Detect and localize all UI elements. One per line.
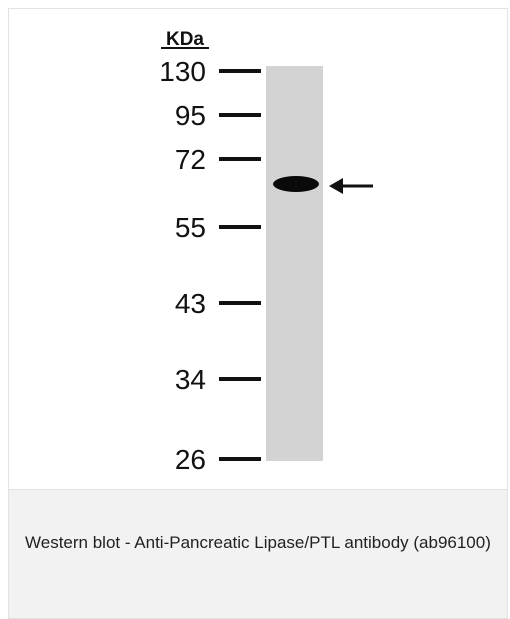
caption-text: Western blot - Anti-Pancreatic Lipase/PT… — [25, 520, 495, 565]
figure-panel: KDa 130 95 72 55 43 34 26 — [8, 8, 508, 490]
marker-label: 34 — [175, 364, 206, 395]
lane — [266, 66, 323, 461]
marker-label: 72 — [175, 144, 206, 175]
marker-label: 26 — [175, 444, 206, 475]
western-blot: KDa 130 95 72 55 43 34 26 — [9, 9, 507, 489]
caption-box: Western blot - Anti-Pancreatic Lipase/PT… — [8, 489, 508, 619]
marker-label: 55 — [175, 212, 206, 243]
marker-label: 43 — [175, 288, 206, 319]
band — [273, 176, 319, 192]
page: KDa 130 95 72 55 43 34 26 Western blot - Anti-… — [0, 0, 510, 619]
unit-label: KDa — [166, 29, 204, 50]
arrow-head — [329, 178, 343, 194]
marker-label: 130 — [159, 56, 206, 87]
marker-label: 95 — [175, 100, 206, 131]
